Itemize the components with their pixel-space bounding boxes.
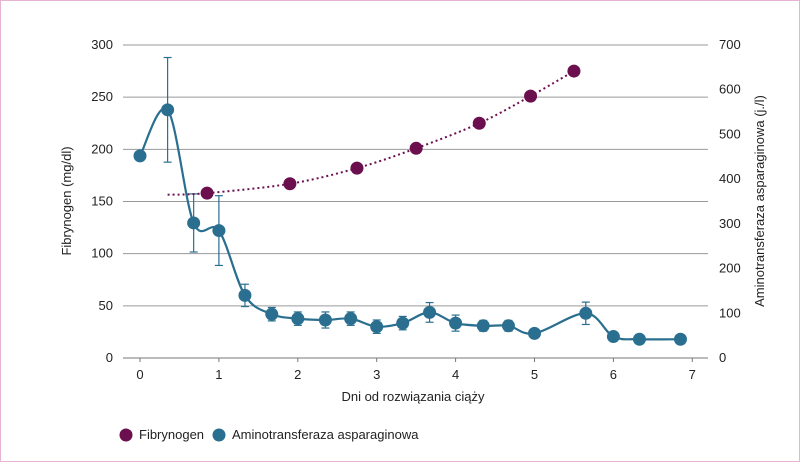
- legend-aminotransferase-label: Aminotransferaza asparaginowa: [232, 427, 419, 442]
- x-axis-title: Dni od rozwiązania ciąży: [341, 389, 485, 404]
- y-axis-right-title: Aminotransferaza asparaginowa (j./l): [752, 95, 767, 307]
- x-tick-label: 5: [531, 367, 538, 382]
- y-right-tick-label: 400: [719, 171, 741, 186]
- fibrynogen-point: [524, 89, 538, 103]
- y-left-tick-label: 50: [99, 298, 113, 313]
- y-right-tick-label: 600: [719, 82, 741, 97]
- y-left-tick-label: 150: [91, 194, 113, 209]
- aminotransferase-point: [579, 306, 593, 320]
- y-right-tick-label: 0: [719, 350, 726, 365]
- x-tick-label: 1: [215, 367, 222, 382]
- aminotransferase-point: [528, 326, 541, 340]
- y-left-tick-label: 0: [106, 350, 113, 365]
- y-left-tick-label: 250: [91, 89, 113, 104]
- aminotransferase-point: [370, 320, 384, 334]
- aminotransferase-point: [423, 305, 437, 319]
- aminotransferase-point: [501, 319, 515, 333]
- aminotransferase-point: [606, 330, 620, 344]
- y-left-tick-label: 300: [91, 37, 113, 52]
- legend-fibrynogen-label: Fibrynogen: [139, 427, 204, 442]
- aminotransferase-point: [449, 316, 463, 330]
- fibrynogen-point: [409, 141, 423, 155]
- legend: Fibrynogen Aminotransferaza asparaginowa: [119, 427, 419, 442]
- y-axis-left-title: Fibrynogen (mg/dl): [59, 146, 74, 255]
- aminotransferase-point: [632, 332, 646, 346]
- aminotransferase-point: [133, 149, 147, 163]
- x-tick-label: 2: [294, 367, 301, 382]
- legend-aminotransferase-marker: [212, 428, 226, 442]
- aminotransferase-point: [291, 312, 305, 326]
- aminotransferase-point: [673, 332, 687, 346]
- x-tick-label: 4: [452, 367, 459, 382]
- x-tick-label: 0: [136, 367, 143, 382]
- x-tick-label: 3: [373, 367, 380, 382]
- aminotransferase-point: [318, 313, 332, 327]
- y-right-tick-label: 700: [719, 37, 741, 52]
- fibrynogen-point: [350, 161, 364, 175]
- aminotransferase-point: [396, 316, 410, 330]
- y-left-tick-label: 200: [91, 141, 113, 156]
- aminotransferase-point: [344, 312, 358, 326]
- y-right-tick-label: 500: [719, 126, 741, 141]
- aminotransferase-point: [238, 288, 252, 302]
- y-left-tick-label: 100: [91, 246, 113, 261]
- x-tick-label: 7: [689, 367, 696, 382]
- aminotransferase-point: [161, 103, 175, 117]
- legend-fibrynogen-marker: [119, 428, 133, 442]
- fibrynogen-point: [200, 186, 214, 200]
- fibrynogen-trendline: [167, 70, 575, 196]
- aminotransferase-point: [476, 319, 490, 333]
- fibrynogen-point: [283, 177, 297, 191]
- y-right-tick-label: 200: [719, 261, 741, 276]
- fibrynogen-point: [567, 64, 581, 78]
- aminotransferase-point: [265, 307, 279, 321]
- y-right-tick-label: 100: [719, 305, 741, 320]
- x-tick-label: 6: [610, 367, 617, 382]
- aminotransferase-point: [212, 224, 226, 238]
- aminotransferase-point: [187, 216, 201, 230]
- fibrynogen-point: [472, 116, 486, 130]
- aminotransferase-line: [139, 107, 681, 341]
- y-right-tick-label: 300: [719, 216, 741, 231]
